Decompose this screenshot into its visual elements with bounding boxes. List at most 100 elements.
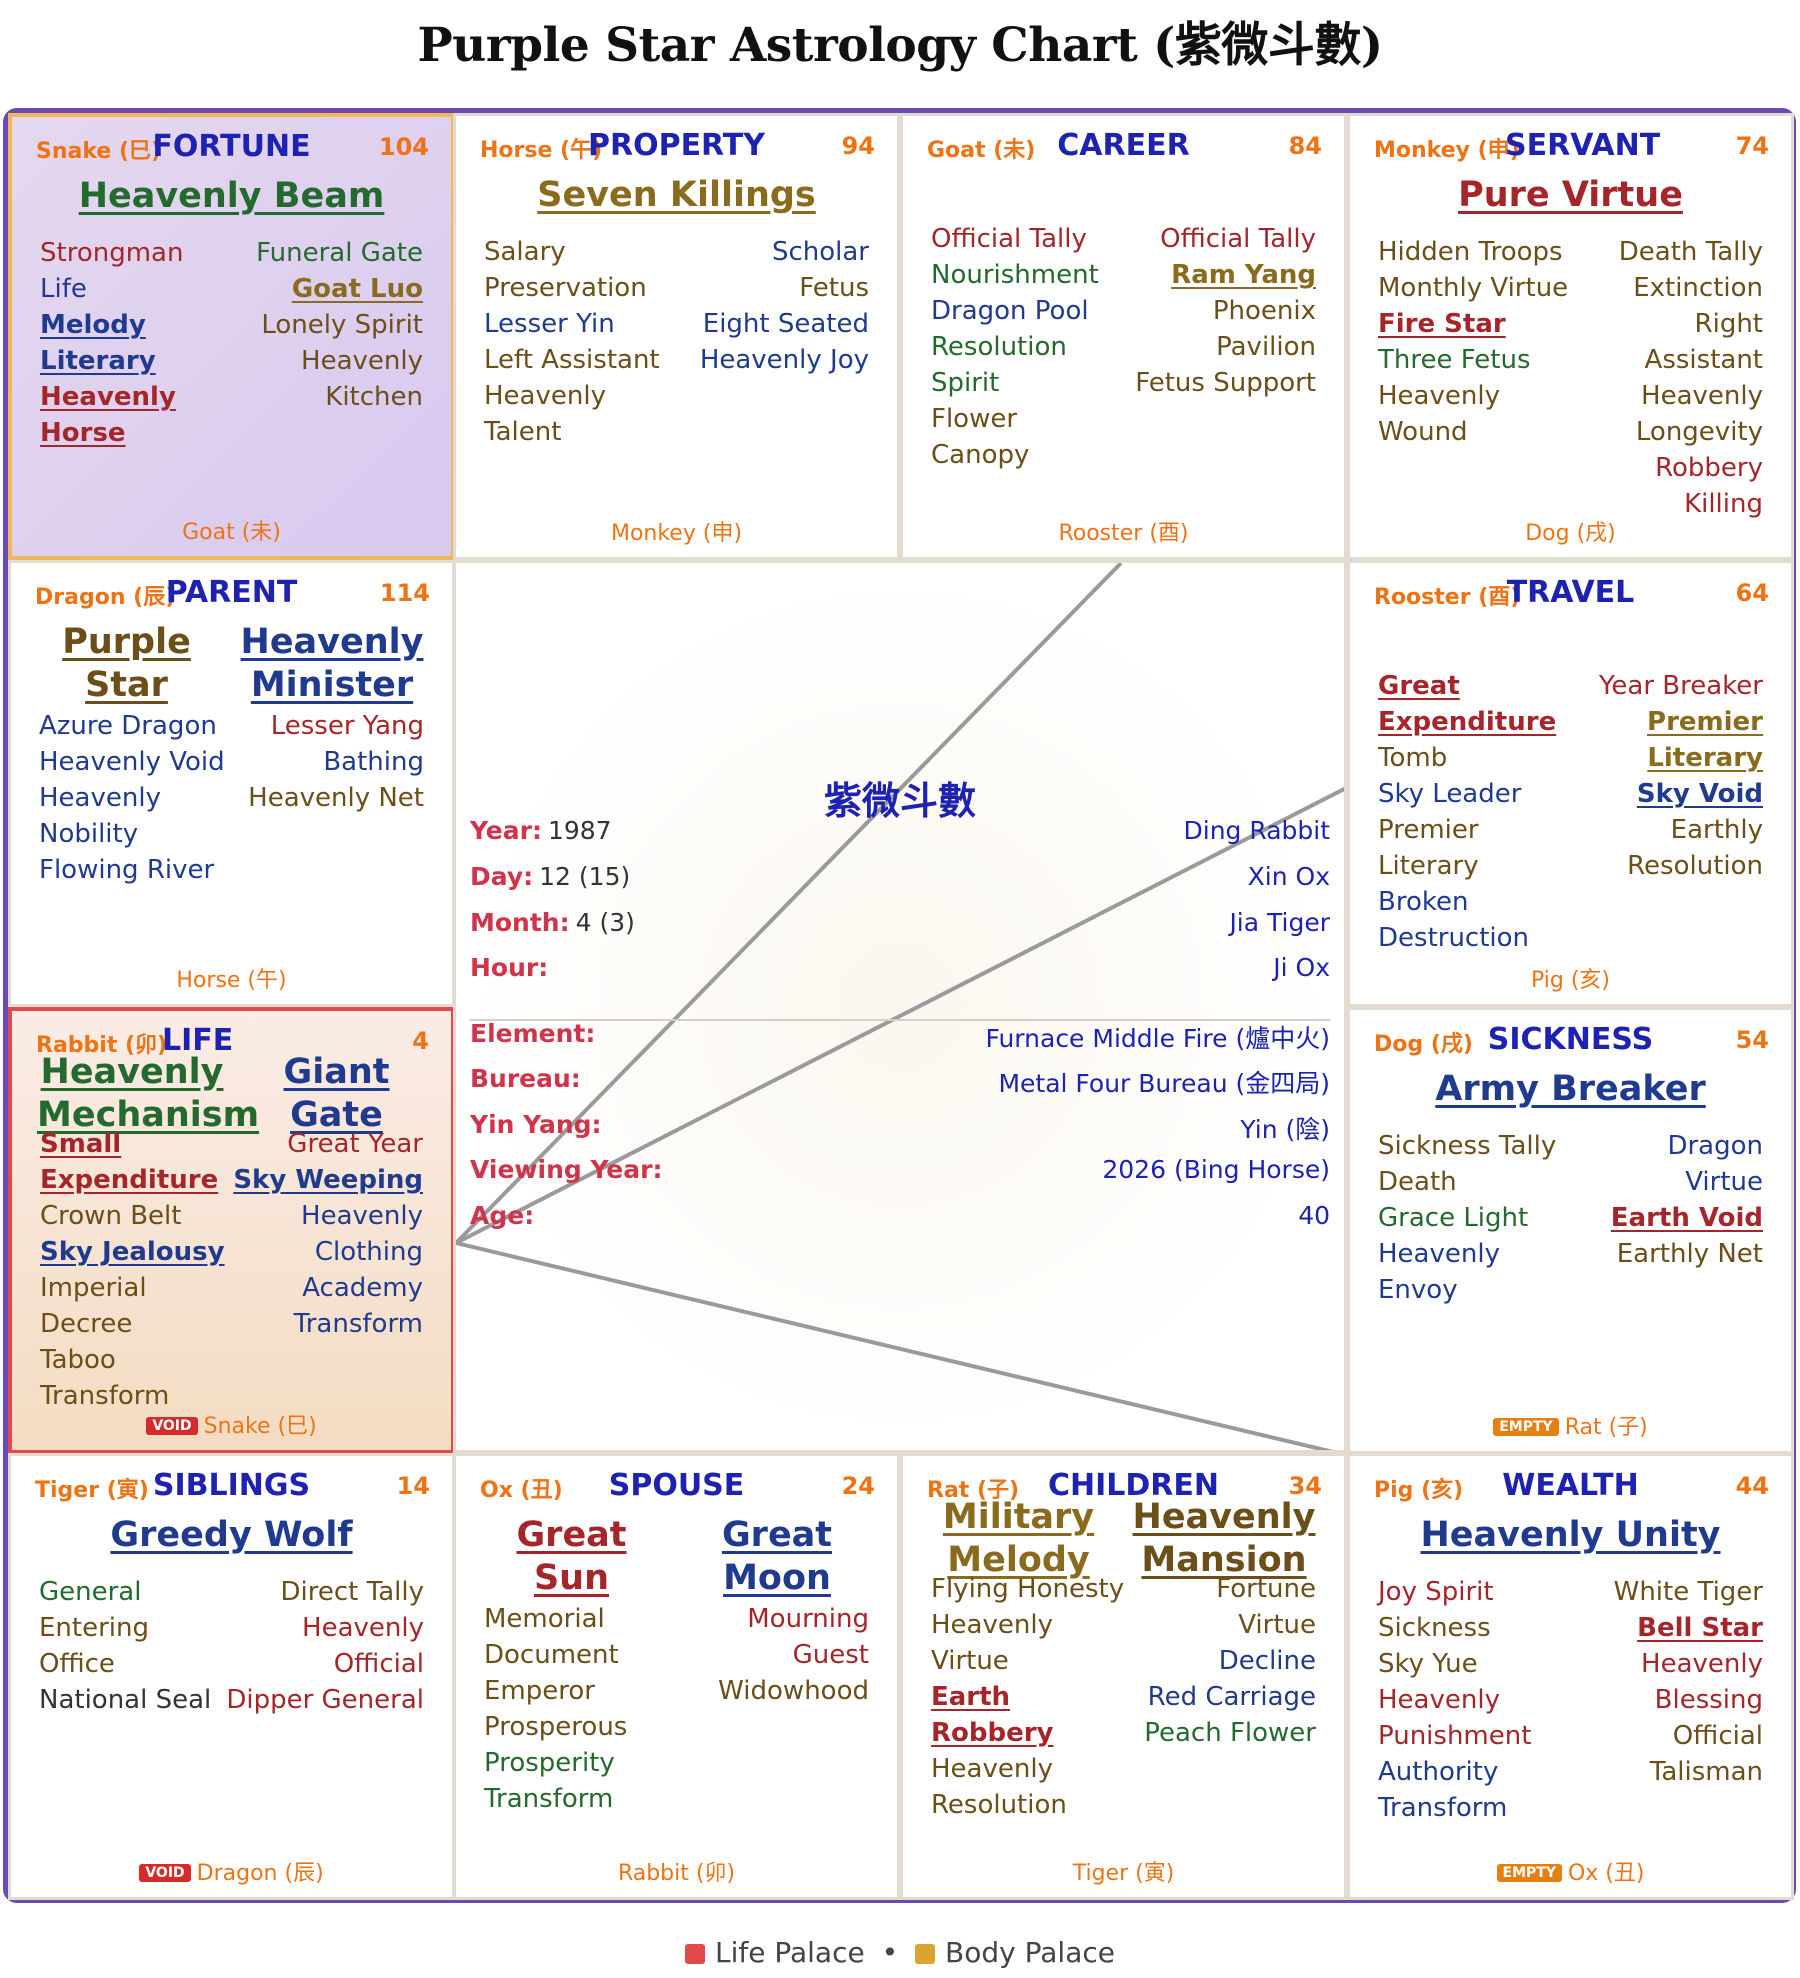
center-row-left: Bureau:	[470, 1064, 587, 1100]
legend-life-palace: Life Palace	[715, 1936, 865, 1969]
star-column-right: Funeral Gate Goat Luo Lonely Spirit Heavenl…	[232, 235, 423, 451]
minor-stars: Joy Spirit Sickness Sky Yue Heavenly Punish…	[1378, 1574, 1763, 1826]
star-item: Heavenly Blessing	[1641, 1649, 1763, 1715]
star-item: Crown Belt	[40, 1201, 182, 1231]
star-item: Grace Light	[1378, 1203, 1529, 1233]
palace-parent[interactable]: Dragon (辰) PARENT 114 Purple Star Heavenly M…	[8, 560, 455, 1007]
palace-branch: Rat (子)	[927, 1478, 1020, 1503]
palace-name: CAREER	[1057, 128, 1190, 163]
star-item: Sky Jealousy	[40, 1237, 225, 1267]
star-item: Resolution Spirit	[931, 332, 1067, 398]
palace-fortune[interactable]: Snake (巳) FORTUNE 104 Heavenly Beam Strongma…	[8, 113, 455, 560]
major-star: Heavenly Minister	[240, 622, 424, 705]
star-item: Dragon Virtue	[1667, 1131, 1763, 1197]
palace-branch: Rooster (酉)	[1374, 585, 1521, 610]
palace-branch: Monkey (申)	[1374, 138, 1520, 163]
star-item: Heavenly Punishment	[1378, 1685, 1532, 1751]
major-star: Purple Star	[62, 622, 191, 705]
center-row-value: Ji Ox	[1273, 953, 1330, 982]
palace-branch: Dragon (辰)	[35, 585, 176, 610]
palace-spouse[interactable]: Ox (丑) SPOUSE 24 Great Sun Great Moon Memoria…	[453, 1453, 900, 1900]
star-item: Sky Leader	[1378, 779, 1522, 809]
center-row-value: Ding Rabbit	[1183, 816, 1330, 845]
star-item: Broken Destruction	[1378, 887, 1530, 953]
star-item: Heavenly Horse	[40, 382, 176, 448]
major-stars: Greedy Wolf	[11, 1514, 452, 1557]
star-item: Eight Seated	[702, 309, 869, 339]
star-item: Sky Void	[1636, 779, 1763, 809]
star-item: Fetus Support	[1135, 368, 1316, 398]
star-column-right: Dragon Virtue Earth Void Earthly Net	[1582, 1128, 1763, 1308]
star-item: Strongman	[40, 238, 184, 268]
palace-siblings[interactable]: Tiger (寅) SIBLINGS 14 Greedy Wolf General Ent…	[8, 1453, 455, 1900]
star-item: Imperial Decree	[40, 1273, 147, 1339]
star-item: Dragon Pool	[931, 296, 1089, 326]
palace-bottom-label: Pig (亥)	[1350, 962, 1791, 994]
palace-children[interactable]: Rat (子) CHILDREN 34 Military Melody Heavenly…	[900, 1453, 1347, 1900]
star-item: Entering Office	[39, 1613, 149, 1679]
palace-sub-branch: Ox (丑)	[1567, 1861, 1645, 1886]
major-star: Army Breaker	[1435, 1069, 1706, 1109]
star-item: Premier Literary	[1647, 707, 1763, 773]
palace-number: 54	[1735, 1026, 1769, 1054]
palace-bottom-label: Monkey (申)	[456, 515, 897, 547]
connection-line-travel	[456, 786, 1344, 1245]
star-column-right: Lesser Yang Bathing Heavenly Net	[248, 708, 424, 888]
legend-body-palace: Body Palace	[945, 1936, 1115, 1969]
star-item: Direct Tally	[280, 1577, 424, 1607]
star-item: Bathing	[323, 747, 424, 777]
star-column-left: Azure Dragon Heavenly Void Heavenly Nobili…	[39, 708, 244, 888]
star-item: Bell Star	[1637, 1613, 1763, 1643]
star-item: Year Breaker	[1598, 671, 1763, 701]
star-item: Goat Luo	[291, 274, 423, 304]
star-item: Sky Weeping	[233, 1165, 423, 1195]
center-row: Day: 12 (15) Xin Ox	[470, 862, 1330, 891]
palace-bottom-label: Dog (戌)	[1350, 515, 1791, 547]
palace-property[interactable]: Horse (午) PROPERTY 94 Seven Killings Salary …	[453, 113, 900, 560]
palace-branch: Goat (未)	[927, 138, 1036, 163]
palace-name: WEALTH	[1502, 1468, 1639, 1503]
palace-sub-branch: Dog (戌)	[1525, 521, 1616, 546]
star-item: Heavenly Clothing	[301, 1201, 423, 1267]
center-row-left: Year: 1987	[470, 816, 612, 845]
star-item: Flowing River	[39, 855, 215, 885]
major-star: Seven Killings	[537, 175, 816, 215]
void-badge: VOID	[146, 1417, 198, 1435]
star-item: Three Fetus	[1378, 345, 1531, 375]
center-row-label: Viewing Year:	[470, 1155, 663, 1184]
center-row-value: Xin Ox	[1247, 862, 1330, 891]
major-star: Heavenly Unity	[1420, 1515, 1721, 1555]
major-star: Great Sun	[516, 1515, 627, 1598]
palace-number: 84	[1288, 132, 1322, 160]
star-item: Heavenly Net	[248, 783, 424, 813]
minor-stars: Great Expenditure Tomb Sky Leader Premier L…	[1378, 668, 1763, 956]
center-row-value: Furnace Middle Fire (爐中火)	[985, 1024, 1330, 1053]
center-row-label: Bureau:	[470, 1064, 581, 1093]
star-item: Small Expenditure	[40, 1129, 219, 1195]
empty-badge: EMPTY	[1496, 1864, 1562, 1882]
star-item: Heavenly Official	[302, 1613, 424, 1679]
star-column-right: Direct Tally Heavenly Official Dipper Gene…	[226, 1574, 424, 1718]
star-item: Heavenly Nobility	[39, 783, 161, 849]
star-column-right: Mourning Guest Widowhood	[677, 1601, 869, 1817]
palace-life[interactable]: Rabbit (卯) LIFE 4 Heavenly Mechanism Giant G…	[8, 1007, 455, 1454]
palace-branch: Horse (午)	[480, 138, 603, 163]
palace-bottom-label: VOID Snake (巳)	[12, 1408, 451, 1440]
palace-number: 104	[378, 133, 429, 161]
center-row-value: Metal Four Bureau (金四局)	[998, 1069, 1330, 1098]
palace-sickness[interactable]: Dog (戌) SICKNESS 54 Army Breaker Sickness Ta…	[1347, 1007, 1794, 1454]
star-item: Death Tally	[1618, 237, 1763, 267]
center-row-label: Yin Yang:	[470, 1110, 602, 1139]
palace-career[interactable]: Goat (未) CAREER 84 Official Tally Nourishmen…	[900, 113, 1347, 560]
star-column-left: General Entering Office National Seal	[39, 1574, 226, 1718]
major-stars: Great Sun Great Moon	[456, 1514, 897, 1600]
star-item: Earth Robbery	[931, 1682, 1054, 1748]
void-badge: VOID	[139, 1864, 191, 1882]
palace-number: 4	[412, 1027, 429, 1055]
major-stars: Army Breaker	[1350, 1068, 1791, 1111]
palace-wealth[interactable]: Pig (亥) WEALTH 44 Heavenly Unity Joy Spirit S…	[1347, 1453, 1794, 1900]
palace-travel[interactable]: Rooster (酉) TRAVEL 64 Great Expenditure Tomb…	[1347, 560, 1794, 1007]
palace-servant[interactable]: Monkey (申) SERVANT 74 Pure Virtue Hidden Tro…	[1347, 113, 1794, 560]
palace-name: SERVANT	[1505, 128, 1661, 163]
palace-name: SICKNESS	[1487, 1022, 1654, 1057]
